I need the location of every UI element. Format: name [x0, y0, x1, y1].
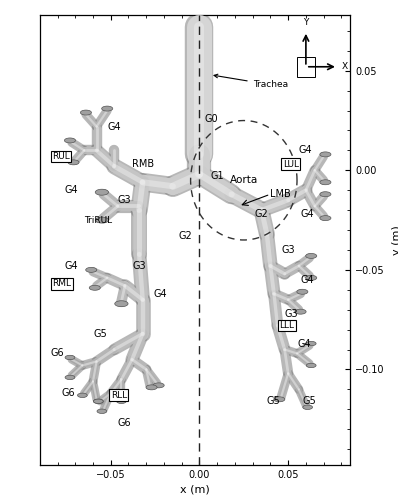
- Ellipse shape: [94, 399, 103, 404]
- Text: TriRUL: TriRUL: [84, 216, 112, 224]
- Text: G2: G2: [178, 231, 192, 241]
- Ellipse shape: [320, 152, 331, 157]
- Text: G4: G4: [299, 146, 312, 156]
- Text: G4: G4: [64, 185, 78, 195]
- Ellipse shape: [78, 393, 87, 398]
- Ellipse shape: [306, 342, 316, 345]
- FancyBboxPatch shape: [297, 57, 315, 76]
- Text: G0: G0: [205, 114, 219, 124]
- Ellipse shape: [306, 364, 316, 368]
- Ellipse shape: [65, 375, 75, 380]
- Text: RMB: RMB: [132, 160, 154, 170]
- Text: LMB: LMB: [270, 189, 291, 199]
- Text: G4: G4: [297, 338, 311, 348]
- Text: Y: Y: [303, 18, 308, 27]
- Ellipse shape: [303, 405, 312, 409]
- Text: G4: G4: [300, 209, 314, 219]
- Ellipse shape: [306, 276, 317, 280]
- Ellipse shape: [115, 300, 128, 306]
- Ellipse shape: [320, 180, 331, 184]
- Text: LUL: LUL: [283, 160, 299, 169]
- Text: Aorta: Aorta: [230, 176, 258, 186]
- Text: G4: G4: [153, 289, 167, 299]
- Ellipse shape: [68, 160, 79, 165]
- Text: RML: RML: [52, 280, 71, 288]
- Text: G4: G4: [300, 275, 314, 285]
- Text: G3: G3: [132, 261, 146, 271]
- Ellipse shape: [297, 290, 308, 294]
- Ellipse shape: [95, 217, 109, 223]
- Ellipse shape: [320, 216, 331, 220]
- Text: RUL: RUL: [52, 152, 70, 161]
- Ellipse shape: [95, 189, 109, 195]
- Text: Trachea: Trachea: [214, 74, 288, 89]
- Ellipse shape: [64, 138, 76, 143]
- Ellipse shape: [94, 399, 103, 404]
- Text: G3: G3: [281, 245, 295, 255]
- Text: G5: G5: [302, 396, 316, 406]
- Text: G5: G5: [267, 396, 281, 406]
- Text: G2: G2: [254, 209, 268, 219]
- Ellipse shape: [320, 192, 331, 196]
- Ellipse shape: [65, 356, 75, 360]
- Text: RLL: RLL: [111, 391, 127, 400]
- Ellipse shape: [153, 383, 164, 388]
- Ellipse shape: [306, 254, 317, 258]
- Text: G5: G5: [93, 328, 107, 338]
- Ellipse shape: [86, 268, 97, 272]
- Y-axis label: y (m): y (m): [392, 225, 398, 255]
- X-axis label: x (m): x (m): [180, 484, 210, 494]
- Text: G6: G6: [51, 348, 64, 358]
- Text: G6: G6: [118, 418, 131, 428]
- Text: G4: G4: [107, 122, 121, 132]
- Text: G4: G4: [64, 261, 78, 271]
- Ellipse shape: [80, 110, 92, 115]
- Ellipse shape: [89, 286, 100, 290]
- Ellipse shape: [97, 409, 107, 414]
- Text: G6: G6: [61, 388, 75, 398]
- Text: LLL: LLL: [279, 321, 294, 330]
- Ellipse shape: [117, 399, 126, 404]
- Text: G1: G1: [210, 172, 224, 181]
- Ellipse shape: [295, 309, 306, 314]
- Ellipse shape: [146, 385, 157, 390]
- Ellipse shape: [101, 106, 113, 111]
- Text: G3: G3: [118, 195, 131, 205]
- Text: X: X: [341, 62, 347, 72]
- Ellipse shape: [274, 397, 285, 402]
- Text: G3: G3: [285, 308, 298, 318]
